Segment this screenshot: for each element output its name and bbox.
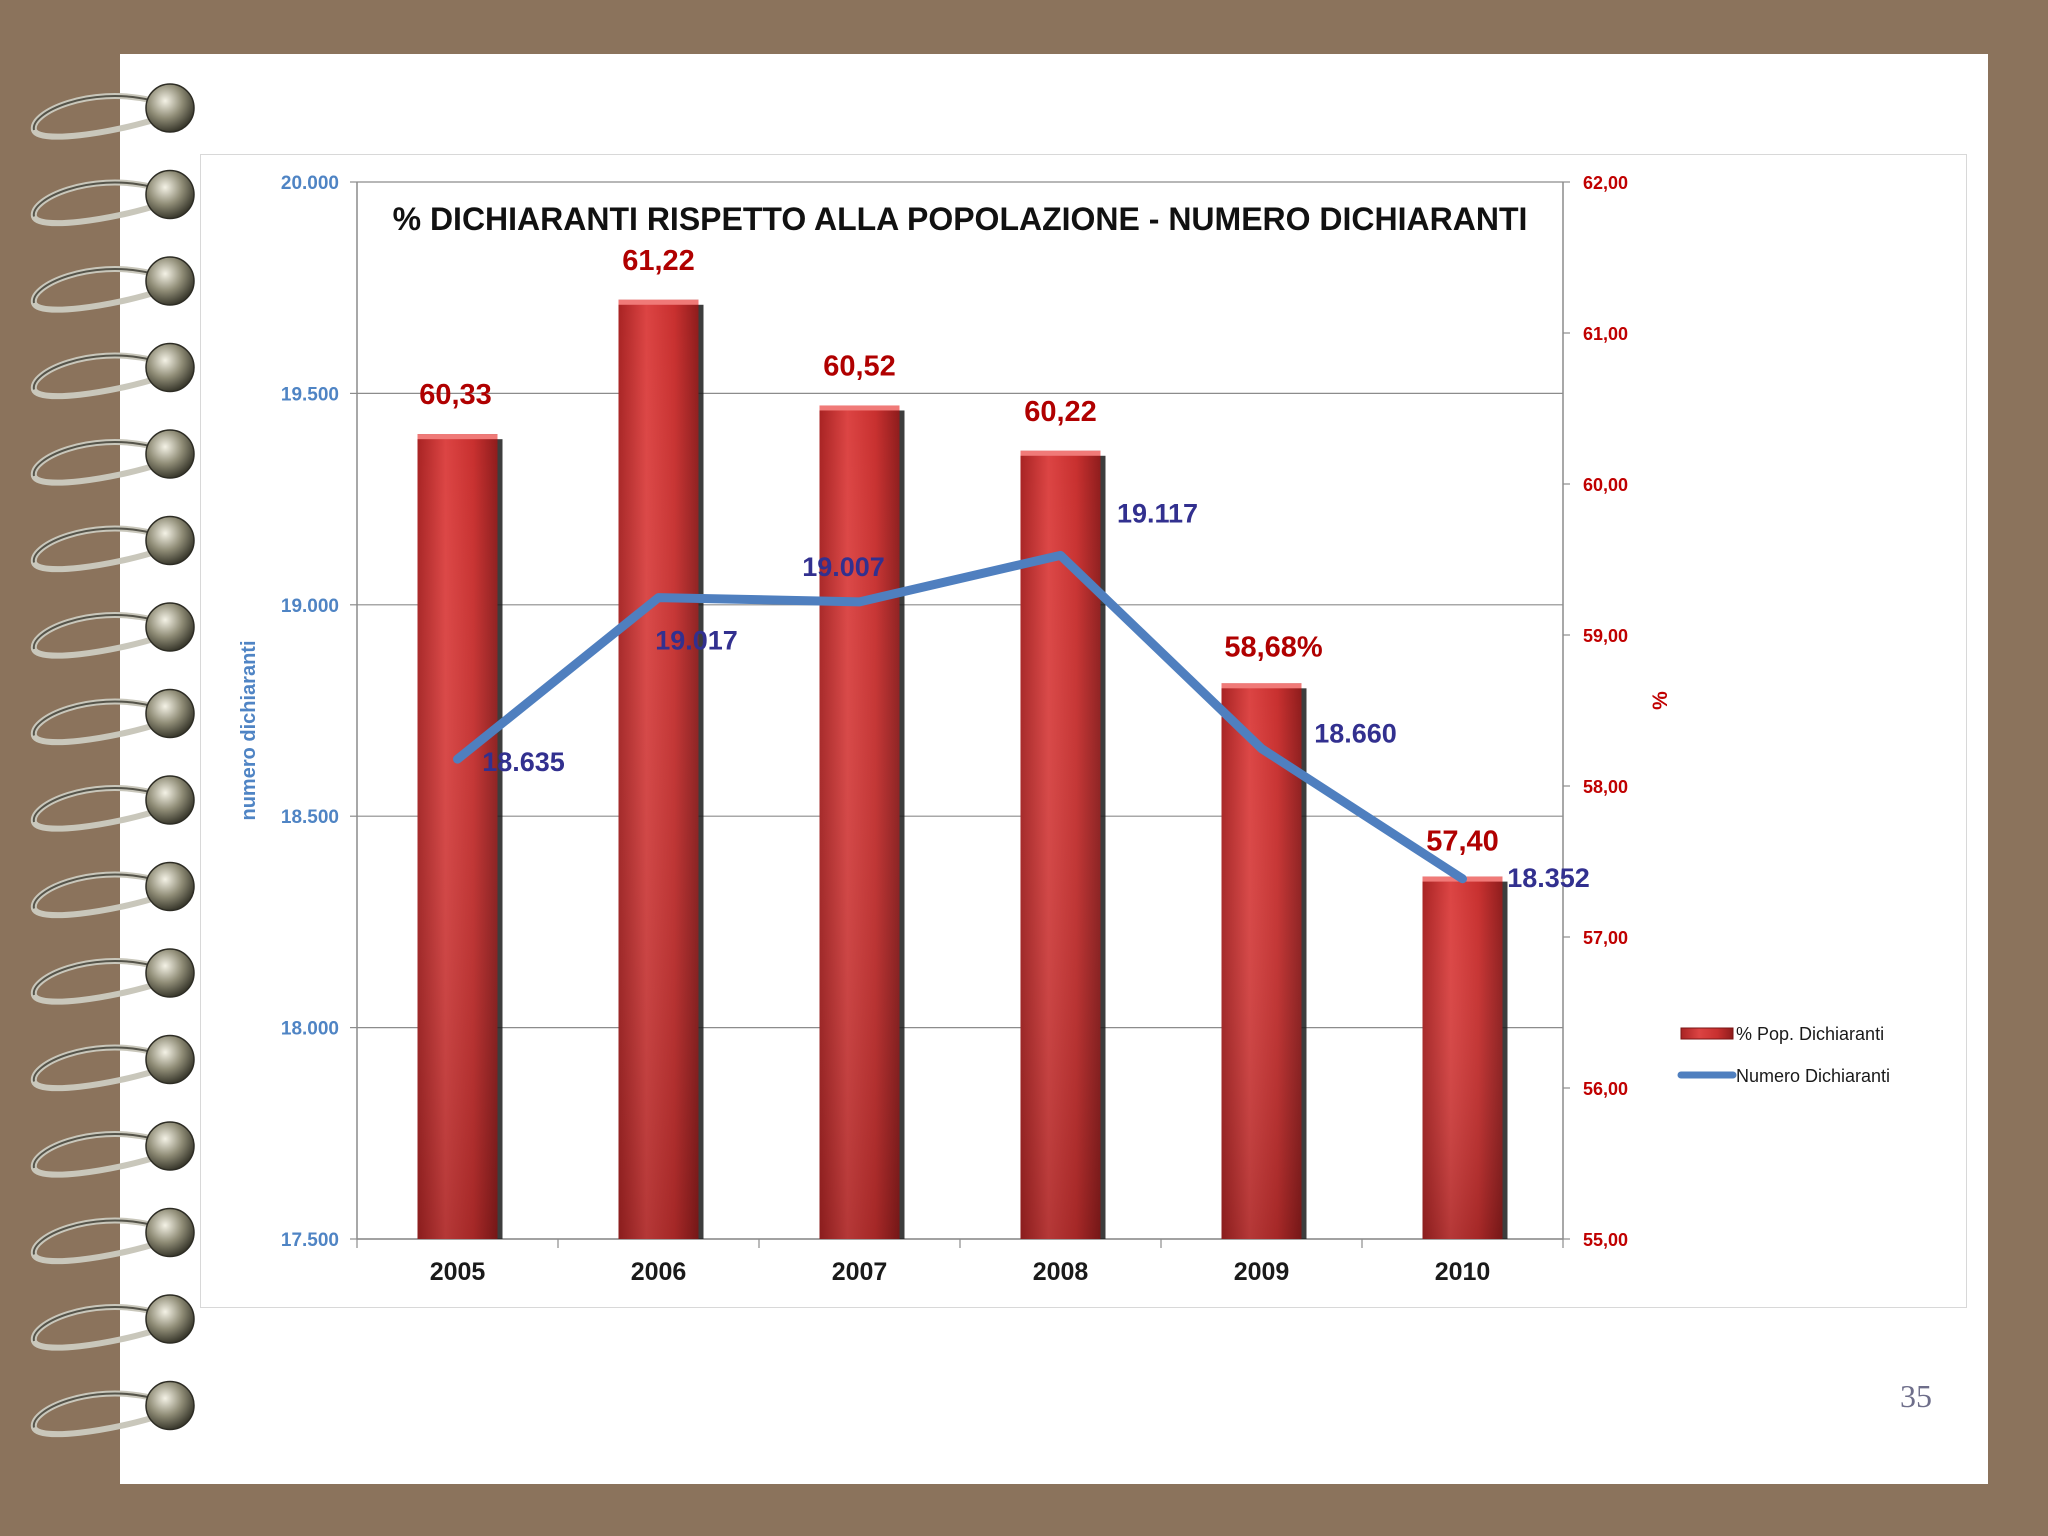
binding-ring-icon bbox=[30, 429, 195, 486]
binding-ring-icon bbox=[30, 948, 195, 1005]
binding-ring-icon bbox=[30, 861, 195, 919]
bar-top bbox=[819, 405, 900, 411]
x-tick-label: 2009 bbox=[1234, 1258, 1290, 1286]
bar-shade bbox=[1020, 450, 1101, 1239]
binding-ring-icon bbox=[30, 1294, 195, 1351]
binding-ring-icon bbox=[30, 342, 195, 400]
binding-ring-icon bbox=[30, 169, 195, 227]
chart-area: 17.500 18.000 18.500 19.000 19.500 20.000 55,0… bbox=[200, 154, 1967, 1308]
legend: % Pop. Dichiaranti Numero Dichiaranti bbox=[1677, 1024, 1890, 1086]
bar-data-label: 60,22 bbox=[1024, 396, 1097, 428]
right-tick-label: 58,00 bbox=[1583, 777, 1628, 797]
right-tick-label: 60,00 bbox=[1583, 475, 1628, 495]
legend-label: % Pop. Dichiaranti bbox=[1736, 1024, 1884, 1044]
bar-shade bbox=[417, 434, 498, 1239]
bar-data-label: 60,33 bbox=[419, 379, 492, 411]
binding-ring-icon bbox=[30, 83, 195, 140]
right-tick-label: 56,00 bbox=[1583, 1079, 1628, 1099]
left-tick-label: 18.500 bbox=[281, 807, 339, 828]
chart-title: % DICHIARANTI RISPETTO ALLA POPOLAZIONE … bbox=[393, 201, 1528, 237]
right-tick-label: 61,00 bbox=[1583, 324, 1628, 344]
binding-ring-icon bbox=[30, 775, 195, 832]
right-tick-label: 57,00 bbox=[1583, 928, 1628, 948]
legend-bar-swatch bbox=[1680, 1027, 1734, 1040]
bar bbox=[417, 434, 503, 1239]
line-data-label: 19.007 bbox=[802, 552, 885, 582]
line-data-label: 18.660 bbox=[1314, 719, 1397, 749]
binding-ring-icon bbox=[30, 515, 195, 573]
binding-ring-icon bbox=[30, 1380, 195, 1438]
bar bbox=[819, 405, 905, 1239]
bar-top bbox=[417, 434, 498, 440]
line-data-label: 19.117 bbox=[1117, 498, 1198, 528]
page-number: 35 bbox=[1900, 1378, 1932, 1414]
bar-shade bbox=[1422, 876, 1503, 1239]
bar-data-label: 57,40 bbox=[1426, 826, 1499, 858]
bar bbox=[1422, 876, 1508, 1239]
bar-shade bbox=[618, 299, 699, 1239]
combo-chart: 17.500 18.000 18.500 19.000 19.500 20.000 55,0… bbox=[238, 173, 1890, 1286]
bar-data-label: 60,52 bbox=[823, 350, 896, 382]
line-data-label: 18.635 bbox=[482, 747, 565, 777]
left-axis-title: numero dichiaranti bbox=[238, 640, 260, 820]
binding-ring-icon bbox=[30, 1207, 195, 1265]
bar-top bbox=[1020, 450, 1101, 456]
line-data-label: 18.352 bbox=[1507, 863, 1590, 893]
left-tick-label: 17.500 bbox=[281, 1230, 339, 1251]
bar bbox=[1221, 683, 1307, 1239]
binding-ring-icon bbox=[30, 256, 195, 313]
right-axis-title: % bbox=[1649, 691, 1672, 710]
bar-shade bbox=[819, 405, 900, 1239]
right-tick-label: 59,00 bbox=[1583, 626, 1628, 646]
x-tick-label: 2007 bbox=[832, 1258, 888, 1286]
x-tick-label: 2010 bbox=[1435, 1258, 1491, 1286]
bar-shade bbox=[1221, 683, 1302, 1239]
left-tick-label: 20.000 bbox=[281, 173, 339, 194]
binding-ring-icon bbox=[30, 688, 195, 746]
binding-ring-icon bbox=[30, 1121, 195, 1178]
bar-top bbox=[1221, 683, 1302, 689]
right-tick-label: 62,00 bbox=[1583, 173, 1628, 193]
x-tick-label: 2008 bbox=[1033, 1258, 1089, 1286]
binding-ring-icon bbox=[30, 602, 195, 659]
binding-ring-icon bbox=[30, 1034, 195, 1092]
bar-top bbox=[618, 299, 699, 305]
left-tick-label: 19.000 bbox=[281, 596, 339, 617]
bar-data-label: 58,68% bbox=[1224, 631, 1323, 663]
bar bbox=[618, 299, 704, 1239]
line-data-label: 19.017 bbox=[655, 626, 738, 656]
left-tick-label: 19.500 bbox=[281, 384, 339, 405]
spiral-binding bbox=[30, 83, 195, 1438]
x-tick-label: 2006 bbox=[631, 1258, 687, 1286]
bar-data-label: 61,22 bbox=[622, 245, 695, 277]
legend-label: Numero Dichiaranti bbox=[1736, 1066, 1890, 1086]
left-tick-label: 18.000 bbox=[281, 1019, 339, 1040]
right-tick-label: 55,00 bbox=[1583, 1230, 1628, 1250]
bar bbox=[1020, 450, 1106, 1239]
x-tick-label: 2005 bbox=[430, 1258, 486, 1286]
line-series bbox=[453, 550, 1467, 884]
